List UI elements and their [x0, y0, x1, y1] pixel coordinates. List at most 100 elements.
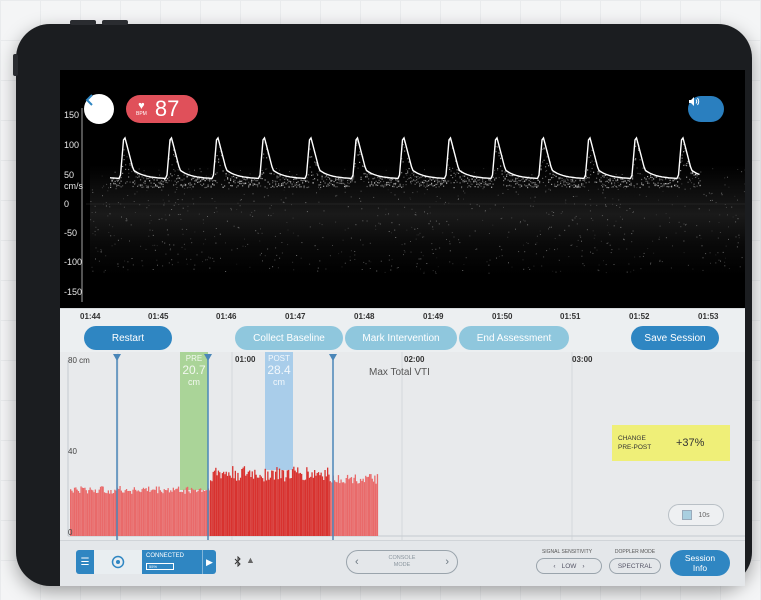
marker-handle[interactable]	[204, 354, 212, 361]
heart-icon: ♥	[138, 99, 145, 112]
doppler-display: 150 100 50 cm/s 0 -50 -100 -150 ♥ BPM 87	[60, 70, 745, 308]
probe-icon	[94, 550, 142, 574]
timeline-tick: 01:51	[560, 312, 581, 321]
chevron-right-icon[interactable]: ›	[582, 562, 585, 570]
y-axis-bottom-label: 0	[68, 528, 73, 537]
signal-sensitivity-value: LOW	[561, 562, 577, 570]
y-label: 50	[64, 170, 75, 180]
chevron-left-icon[interactable]: ‹	[355, 556, 359, 568]
timeline-tick: 01:53	[698, 312, 719, 321]
action-bar: Restart Collect Baseline Mark Interventi…	[60, 324, 745, 352]
heart-rate-badge: ♥ BPM 87	[126, 95, 198, 123]
vti-bars	[70, 466, 379, 536]
bottom-toolbar: ☰ CONNECTED 55% ▶ ▲ ‹ CONSOLE	[60, 540, 745, 586]
trend-time-label: 03:00	[572, 355, 593, 364]
timeline-tick: 01:48	[354, 312, 375, 321]
timeline-tick: 01:49	[423, 312, 444, 321]
pre-band	[180, 352, 208, 490]
probe-connection[interactable]: ☰ CONNECTED 55% ▶	[76, 550, 216, 574]
pre-label-block: PRE 20.7 cm	[180, 354, 208, 387]
marker-handle[interactable]	[113, 354, 121, 361]
doppler-mode-control[interactable]: SPECTRAL	[609, 558, 661, 574]
window-label: 10s	[698, 511, 710, 519]
timeline-tick: 01:44	[80, 312, 101, 321]
tablet-frame: 150 100 50 cm/s 0 -50 -100 -150 ♥ BPM 87	[13, 20, 752, 586]
battery-level: 55%	[149, 564, 158, 569]
post-label: POST	[268, 354, 290, 363]
trend-time-label: 02:00	[404, 355, 425, 364]
console-line1: CONSOLE	[388, 555, 416, 561]
change-label: CHANGE PRE-POST	[618, 434, 676, 452]
trend-title: Max Total VTI	[369, 367, 430, 378]
y-label: -150	[64, 287, 83, 297]
doppler-spectra	[110, 140, 701, 189]
end-assessment-button[interactable]: End Assessment	[459, 326, 569, 350]
heart-rate-unit: BPM	[136, 110, 147, 117]
chevron-right-icon[interactable]: ▶	[202, 550, 216, 574]
vti-trend-chart: 80 cm 40 0 01:00 02:00 03:00 Max Total V…	[60, 352, 745, 540]
tablet-side-button	[13, 54, 18, 76]
menu-icon[interactable]: ☰	[80, 556, 90, 568]
change-box: CHANGE PRE-POST +37%	[612, 425, 730, 461]
battery-icon: 55%	[146, 563, 174, 570]
chevron-left-icon[interactable]: ‹	[553, 562, 556, 570]
volume-button[interactable]	[688, 96, 724, 122]
doppler-mode-value: SPECTRAL	[617, 562, 653, 570]
window-toggle-button[interactable]: 10s	[668, 504, 724, 526]
timeline-strip: 01:44 01:45 01:46 01:47 01:48 01:49 01:5…	[60, 308, 745, 324]
back-icon	[85, 94, 93, 106]
signal-sensitivity-control[interactable]: ‹ LOW ›	[536, 558, 602, 574]
restart-button[interactable]: Restart	[84, 326, 172, 350]
window-icon	[682, 510, 693, 520]
y-unit: cm/s	[64, 181, 83, 191]
connection-status: CONNECTED	[146, 553, 185, 559]
change-value: +37%	[676, 437, 705, 449]
vti-trend-plot	[67, 352, 745, 540]
timeline-tick: 01:47	[285, 312, 306, 321]
marker-handle[interactable]	[329, 354, 337, 361]
session-info-line1: Session	[684, 553, 716, 563]
tablet-top-button	[102, 20, 128, 25]
y-axis-top-label: 80 cm	[68, 356, 90, 365]
chevron-right-icon[interactable]: ›	[445, 556, 449, 568]
trend-time-label: 01:00	[235, 355, 256, 364]
session-info-line2: Info	[692, 563, 708, 573]
post-label-block: POST 28.4 cm	[265, 354, 293, 387]
pre-value: 20.7	[182, 363, 206, 377]
session-info-button[interactable]: Session Info	[670, 550, 730, 576]
bluetooth-icon	[234, 555, 242, 570]
doppler-waveform	[81, 108, 745, 302]
pre-unit: cm	[188, 377, 200, 387]
timeline-tick: 01:45	[148, 312, 169, 321]
velocity-trace	[109, 136, 700, 180]
save-session-button[interactable]: Save Session	[631, 326, 719, 350]
tablet-top-button	[70, 20, 96, 25]
y-label: -100	[64, 257, 83, 267]
y-axis-mid-label: 40	[68, 447, 77, 456]
warning-icon: ▲	[246, 555, 255, 565]
y-label: 100	[64, 140, 80, 150]
heart-rate-value: 87	[154, 96, 180, 121]
timeline-tick: 01:46	[216, 312, 237, 321]
mark-intervention-button[interactable]: Mark Intervention	[345, 326, 457, 350]
volume-icon	[689, 97, 700, 106]
back-button[interactable]	[84, 94, 114, 124]
doppler-mode-caption: DOPPLER MODE	[614, 549, 656, 555]
console-mode-control[interactable]: ‹ CONSOLE MODE ›	[346, 550, 458, 574]
y-label: 150	[64, 110, 80, 120]
signal-sensitivity-caption: SIGNAL SENSITIVITY	[541, 549, 593, 555]
change-label-line1: CHANGE	[618, 435, 646, 442]
change-label-line2: PRE-POST	[618, 444, 652, 451]
console-line2: MODE	[393, 562, 411, 568]
app-screen: 150 100 50 cm/s 0 -50 -100 -150 ♥ BPM 87	[60, 70, 745, 586]
timeline-tick: 01:50	[492, 312, 513, 321]
collect-baseline-button[interactable]: Collect Baseline	[235, 326, 343, 350]
pre-label: PRE	[185, 354, 203, 363]
doppler-speckle	[90, 168, 745, 274]
timeline-tick: 01:52	[629, 312, 650, 321]
post-unit: cm	[273, 377, 285, 387]
console-mode-label: CONSOLE MODE	[389, 555, 416, 569]
post-value: 28.4	[267, 363, 291, 377]
y-label: 0	[64, 199, 70, 209]
y-label: -50	[64, 228, 78, 238]
